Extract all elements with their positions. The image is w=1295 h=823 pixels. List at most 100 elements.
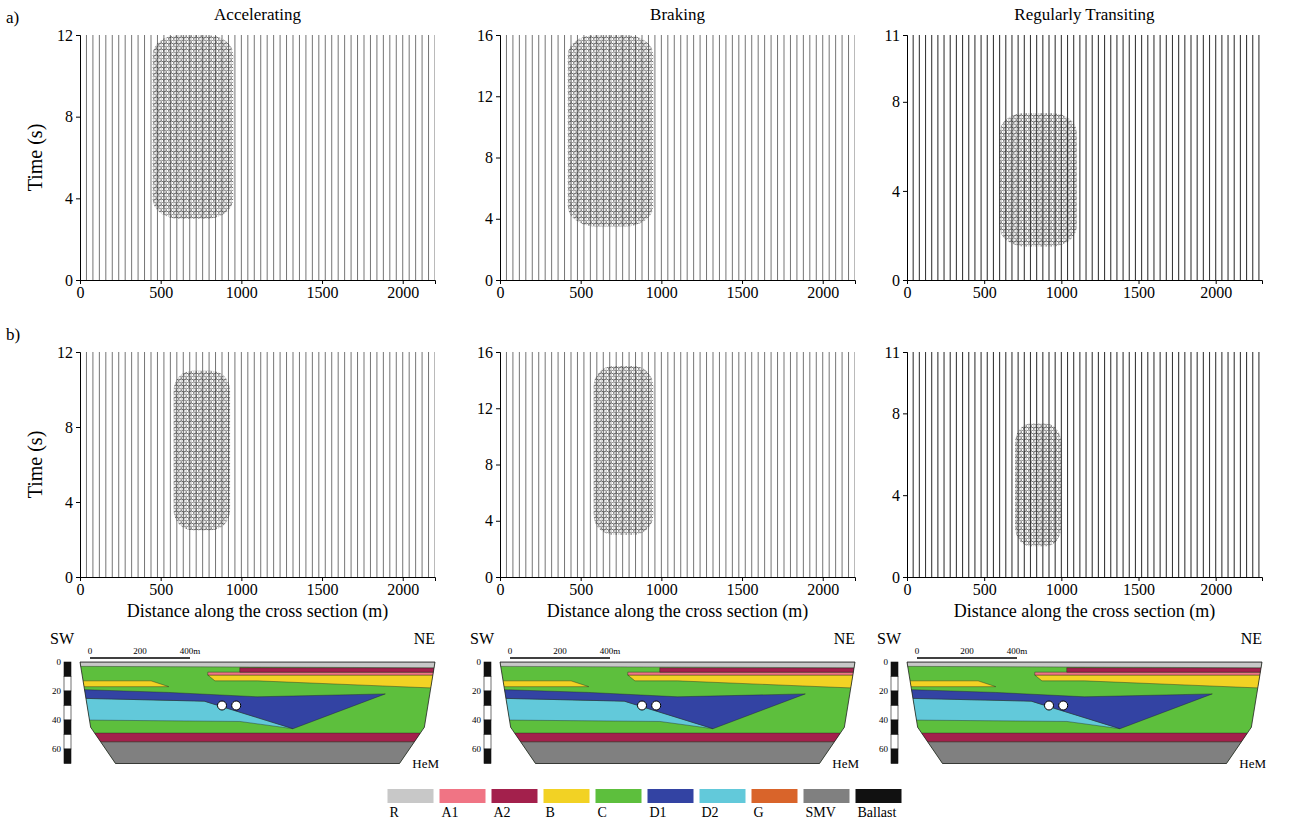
depth-ruler-segment — [64, 662, 71, 677]
trace — [234, 352, 235, 577]
y-tick: 8 — [65, 419, 80, 436]
trace — [519, 352, 520, 577]
trace — [1166, 352, 1167, 577]
legend-item: D1 — [648, 789, 694, 820]
x-tick: 500 — [569, 280, 593, 301]
scale-bar-label: 0 — [508, 646, 513, 656]
y-tick-label: 0 — [65, 569, 73, 586]
x-axis: 0500100015002000 — [497, 577, 856, 598]
y-tick-mark — [496, 96, 500, 97]
depth-tick-label: 0 — [477, 657, 482, 667]
depth-ruler-segment — [891, 735, 898, 750]
x-axis-line — [81, 281, 436, 285]
trace — [706, 352, 707, 577]
trace — [538, 35, 539, 280]
legend-swatch — [856, 789, 902, 803]
panel: 05001000150020000481216 — [477, 27, 856, 302]
trace — [1209, 35, 1210, 280]
trace — [993, 352, 994, 577]
trace — [1160, 352, 1161, 577]
trace — [99, 35, 100, 280]
trace — [809, 352, 810, 577]
y-tick-mark — [496, 280, 500, 281]
legend-item: A2 — [492, 789, 538, 820]
plot-area — [80, 35, 435, 280]
trace — [931, 352, 932, 577]
legend-swatch — [648, 789, 694, 803]
trace — [751, 352, 752, 577]
x-tick: 0 — [77, 280, 85, 301]
y-tick: 11 — [885, 344, 907, 361]
y-tick: 0 — [485, 272, 500, 289]
trace — [1215, 352, 1216, 577]
trace — [968, 352, 969, 577]
trace — [974, 352, 975, 577]
trace — [506, 35, 507, 280]
trace — [1240, 352, 1241, 577]
trace — [1153, 35, 1154, 280]
trace — [138, 35, 139, 280]
depth-tick-label: 60 — [472, 744, 482, 754]
trace — [1067, 352, 1068, 577]
trace — [299, 35, 300, 280]
depth-ruler-segment — [484, 735, 491, 750]
x-tick-label: 1000 — [1046, 581, 1078, 598]
legend-label: D2 — [702, 805, 719, 820]
signal-zone — [1000, 113, 1077, 247]
trace — [1092, 352, 1093, 577]
trace — [590, 352, 591, 577]
trace — [273, 352, 274, 577]
trace — [771, 352, 772, 577]
legend-item: Ballast — [856, 789, 902, 820]
depth-ruler-segment — [484, 706, 491, 721]
x-tick-label: 500 — [569, 581, 593, 598]
trace — [848, 35, 849, 280]
trace — [1178, 35, 1179, 280]
y-tick-mark — [76, 352, 80, 353]
row-label: b) — [6, 325, 20, 344]
direction-label: SW — [877, 630, 902, 647]
trace — [428, 352, 429, 577]
trace — [1079, 352, 1080, 577]
depth-tick-label: 0 — [57, 657, 62, 667]
trace — [925, 352, 926, 577]
trace — [370, 35, 371, 280]
x-tick: 0 — [904, 280, 912, 301]
trace — [163, 352, 164, 577]
trace — [286, 35, 287, 280]
trace — [962, 35, 963, 280]
trace — [241, 352, 242, 577]
scale-bar-label: 0 — [915, 646, 920, 656]
y-axis: 04811 — [885, 344, 908, 586]
trace — [293, 35, 294, 280]
x-axis: 0500100015002000 — [904, 577, 1263, 598]
y-tick-label: 4 — [485, 512, 493, 529]
trace — [92, 352, 93, 577]
x-tick: 1000 — [646, 577, 678, 598]
trace — [777, 352, 778, 577]
tunnel — [218, 701, 227, 710]
trace — [674, 352, 675, 577]
trace — [519, 35, 520, 280]
legend-item: D2 — [700, 789, 746, 820]
legend: RA1A2BCD1D2GSMVBallast — [388, 789, 902, 820]
trace — [338, 35, 339, 280]
trace — [855, 35, 856, 280]
trace — [1246, 35, 1247, 280]
trace — [1221, 35, 1222, 280]
trace — [118, 35, 119, 280]
y-tick: 8 — [892, 405, 907, 422]
x-tick-label: 1500 — [727, 581, 759, 598]
trace — [661, 352, 662, 577]
depth-ruler-segment — [64, 749, 71, 764]
trace — [364, 352, 365, 577]
trace — [796, 35, 797, 280]
trace — [829, 35, 830, 280]
trace — [725, 35, 726, 280]
y-tick-mark — [903, 191, 907, 192]
x-tick: 2000 — [807, 577, 839, 598]
legend-swatch — [804, 789, 850, 803]
y-tick-label: 4 — [892, 183, 900, 200]
y-tick: 16 — [477, 27, 500, 44]
trace — [937, 35, 938, 280]
